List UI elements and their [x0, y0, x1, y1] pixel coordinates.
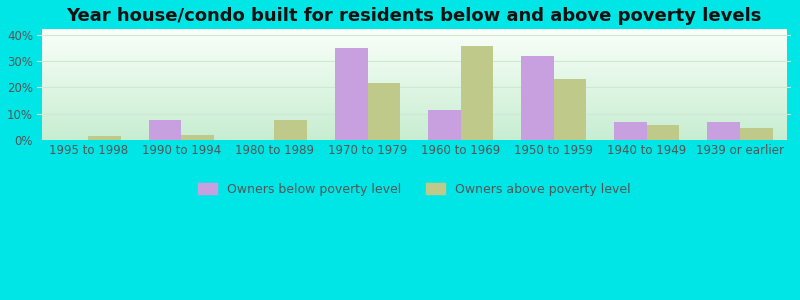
- Bar: [740, 128, 773, 140]
- Bar: [367, 83, 400, 140]
- Bar: [707, 122, 740, 140]
- Bar: [521, 56, 554, 140]
- Bar: [335, 48, 367, 140]
- Bar: [88, 136, 121, 140]
- Bar: [554, 79, 586, 140]
- Bar: [149, 120, 182, 140]
- Legend: Owners below poverty level, Owners above poverty level: Owners below poverty level, Owners above…: [198, 183, 630, 196]
- Bar: [461, 46, 494, 140]
- Bar: [647, 125, 679, 140]
- Bar: [274, 120, 307, 140]
- Bar: [614, 122, 647, 140]
- Bar: [182, 135, 214, 140]
- Bar: [428, 110, 461, 140]
- Title: Year house/condo built for residents below and above poverty levels: Year house/condo built for residents bel…: [66, 7, 762, 25]
